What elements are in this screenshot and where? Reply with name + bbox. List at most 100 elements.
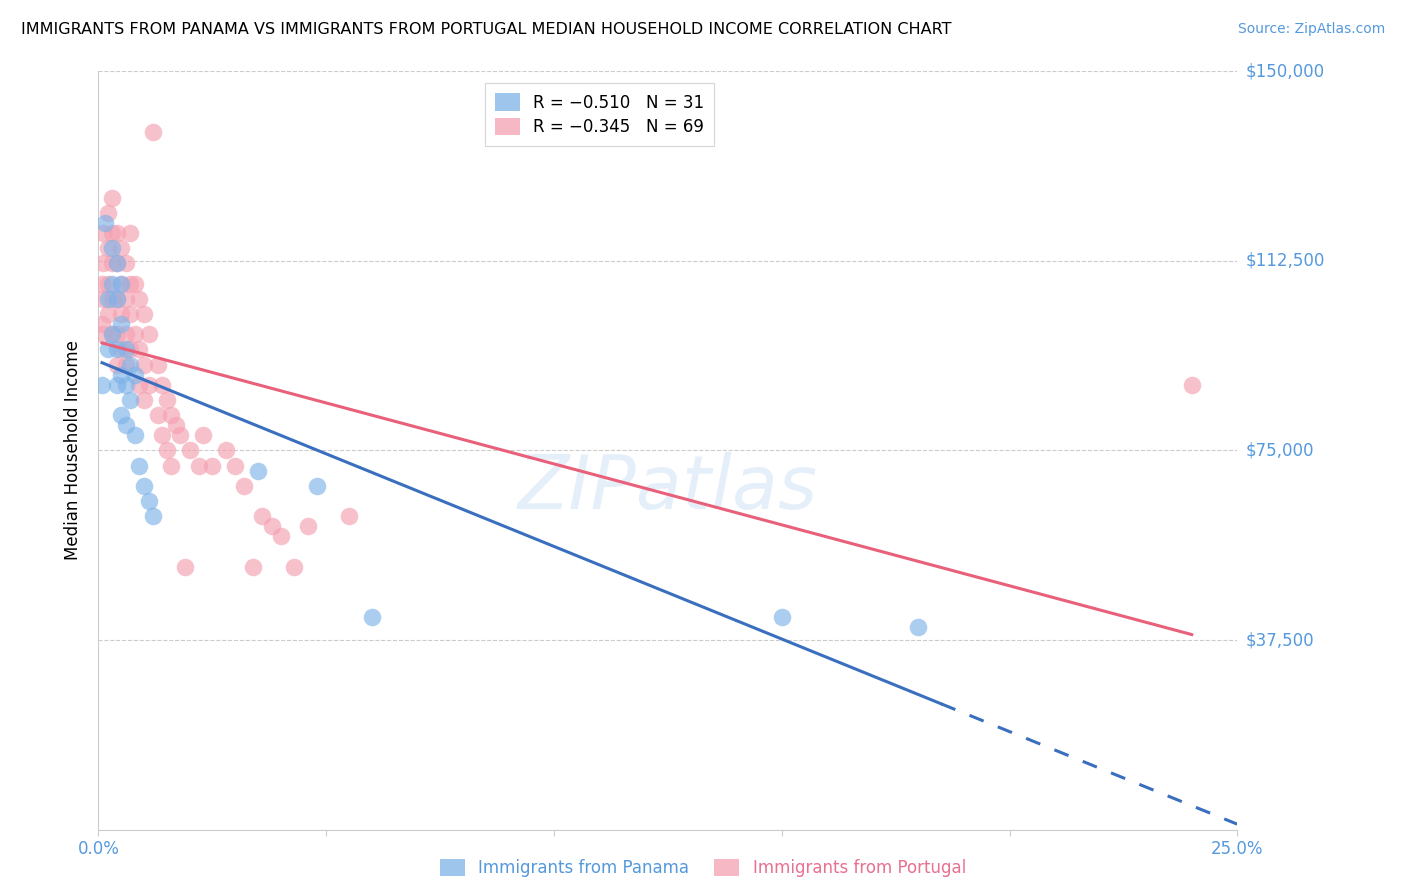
Point bbox=[91, 277, 114, 291]
Point bbox=[120, 307, 142, 321]
Point bbox=[142, 509, 165, 524]
Point bbox=[110, 277, 132, 291]
Point bbox=[110, 277, 132, 291]
Point bbox=[124, 368, 146, 382]
Point bbox=[105, 292, 128, 306]
Point bbox=[270, 529, 292, 543]
Point bbox=[156, 392, 179, 407]
Point bbox=[138, 494, 160, 508]
Point bbox=[179, 443, 201, 458]
Point bbox=[360, 610, 382, 624]
Point bbox=[124, 277, 146, 291]
Point bbox=[224, 458, 246, 473]
Point bbox=[169, 428, 191, 442]
Point bbox=[114, 358, 136, 372]
Point bbox=[146, 408, 169, 422]
Point bbox=[132, 479, 155, 493]
Point bbox=[260, 519, 283, 533]
Point bbox=[91, 226, 114, 240]
Point bbox=[120, 226, 142, 240]
Point bbox=[91, 327, 114, 342]
Point bbox=[110, 408, 132, 422]
Point bbox=[150, 428, 173, 442]
Point bbox=[101, 277, 124, 291]
Text: ZIPatlas: ZIPatlas bbox=[517, 452, 818, 524]
Point bbox=[120, 277, 142, 291]
Point bbox=[128, 377, 150, 392]
Point bbox=[252, 509, 274, 524]
Point bbox=[91, 292, 114, 306]
Point bbox=[128, 292, 150, 306]
Point bbox=[96, 277, 118, 291]
Point bbox=[91, 256, 114, 270]
Point bbox=[94, 216, 117, 230]
Point bbox=[120, 358, 142, 372]
Text: $112,500: $112,500 bbox=[1246, 252, 1324, 270]
Point bbox=[105, 292, 128, 306]
Point bbox=[138, 377, 160, 392]
Text: $150,000: $150,000 bbox=[1246, 62, 1324, 80]
Point bbox=[105, 377, 128, 392]
Point bbox=[110, 368, 132, 382]
Point bbox=[105, 226, 128, 240]
Text: Source: ZipAtlas.com: Source: ZipAtlas.com bbox=[1237, 22, 1385, 37]
Point bbox=[1181, 377, 1204, 392]
Point bbox=[156, 443, 179, 458]
Point bbox=[101, 226, 124, 240]
Text: $75,000: $75,000 bbox=[1246, 442, 1315, 459]
Point bbox=[132, 307, 155, 321]
Point bbox=[114, 292, 136, 306]
Point bbox=[101, 327, 124, 342]
Point bbox=[128, 458, 150, 473]
Point bbox=[105, 358, 128, 372]
Point bbox=[114, 327, 136, 342]
Point bbox=[283, 559, 305, 574]
Point bbox=[105, 343, 128, 357]
Point bbox=[96, 343, 118, 357]
Legend: R = −0.510   N = 31, R = −0.345   N = 69: R = −0.510 N = 31, R = −0.345 N = 69 bbox=[485, 84, 714, 146]
Y-axis label: Median Household Income: Median Household Income bbox=[65, 341, 83, 560]
Point bbox=[132, 358, 155, 372]
Point bbox=[114, 418, 136, 433]
Point bbox=[114, 343, 136, 357]
Point bbox=[246, 464, 269, 478]
Point bbox=[96, 241, 118, 255]
Point bbox=[114, 377, 136, 392]
Point bbox=[110, 343, 132, 357]
Legend: Immigrants from Panama, Immigrants from Portugal: Immigrants from Panama, Immigrants from … bbox=[433, 852, 973, 884]
Point bbox=[101, 292, 124, 306]
Point bbox=[101, 256, 124, 270]
Point bbox=[297, 519, 319, 533]
Point bbox=[91, 317, 114, 331]
Point bbox=[128, 343, 150, 357]
Point bbox=[160, 458, 183, 473]
Point bbox=[105, 327, 128, 342]
Point bbox=[101, 241, 124, 255]
Point bbox=[132, 392, 155, 407]
Point bbox=[770, 610, 793, 624]
Point bbox=[114, 256, 136, 270]
Point bbox=[907, 620, 929, 634]
Point bbox=[193, 428, 215, 442]
Point bbox=[105, 256, 128, 270]
Text: IMMIGRANTS FROM PANAMA VS IMMIGRANTS FROM PORTUGAL MEDIAN HOUSEHOLD INCOME CORRE: IMMIGRANTS FROM PANAMA VS IMMIGRANTS FRO… bbox=[21, 22, 952, 37]
Point bbox=[142, 125, 165, 139]
Point bbox=[101, 327, 124, 342]
Point bbox=[110, 317, 132, 331]
Point bbox=[215, 443, 238, 458]
Point bbox=[307, 479, 329, 493]
Point bbox=[110, 307, 132, 321]
Point bbox=[105, 256, 128, 270]
Point bbox=[233, 479, 256, 493]
Point bbox=[187, 458, 209, 473]
Point bbox=[337, 509, 360, 524]
Point bbox=[120, 392, 142, 407]
Point bbox=[138, 327, 160, 342]
Point bbox=[174, 559, 197, 574]
Point bbox=[110, 241, 132, 255]
Point bbox=[101, 191, 124, 205]
Point bbox=[242, 559, 264, 574]
Point bbox=[124, 327, 146, 342]
Point bbox=[150, 377, 173, 392]
Point bbox=[146, 358, 169, 372]
